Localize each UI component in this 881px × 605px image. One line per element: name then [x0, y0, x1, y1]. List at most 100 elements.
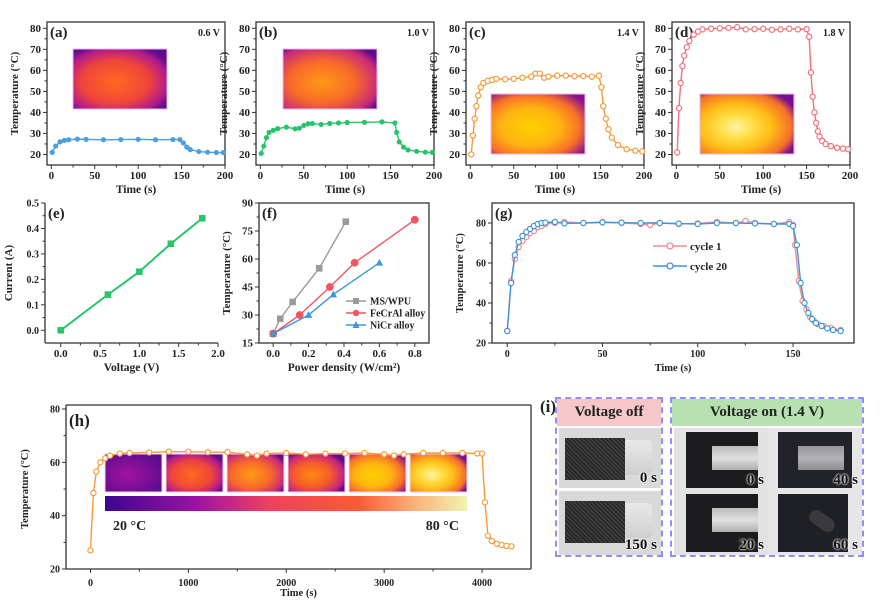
data-point	[269, 329, 277, 337]
data-point	[405, 147, 411, 153]
data-point	[90, 489, 97, 497]
x-tick-label: 0.6	[373, 348, 387, 360]
y-tick-label: 80	[50, 405, 60, 416]
data-point	[837, 327, 844, 335]
data-point	[429, 149, 435, 155]
data-point	[824, 325, 831, 332]
plot-frame	[255, 21, 435, 166]
data-point	[295, 311, 304, 319]
data-point	[185, 448, 192, 455]
data-point	[474, 92, 482, 99]
data-point	[501, 75, 509, 83]
data-point	[74, 136, 80, 142]
data-point	[335, 120, 342, 126]
data-point	[580, 219, 587, 227]
x-tick-label: 0.2	[302, 348, 316, 360]
y-tick-label: 0.1	[27, 300, 40, 311]
y-tick-label: 70	[449, 44, 461, 56]
data-point	[301, 122, 307, 129]
y-axis-label: Temperature (°C)	[634, 51, 646, 135]
data-point	[614, 141, 622, 149]
voltage-annotation: 1.8 V	[823, 28, 846, 39]
data-point	[803, 25, 810, 33]
data-point	[390, 452, 398, 459]
data-point	[602, 115, 609, 122]
data-point	[375, 258, 384, 266]
y-tick-label: 15	[242, 338, 254, 350]
data-point	[571, 73, 578, 80]
data-point	[478, 450, 486, 457]
data-point	[742, 26, 750, 33]
y-tick-label: 0.3	[27, 249, 40, 260]
data-point	[675, 105, 683, 112]
photo-on-60s: 60 s	[768, 490, 862, 555]
thermal-image-inset	[72, 48, 168, 110]
legend-marker	[666, 262, 674, 270]
data-point	[97, 459, 104, 466]
data-point	[770, 220, 778, 228]
data-point	[283, 124, 289, 130]
y-axis-label: Temperature (°C)	[20, 449, 31, 529]
data-point	[801, 299, 808, 307]
data-point	[322, 450, 329, 457]
data-point	[135, 136, 141, 142]
x-tick-label: 1000	[178, 578, 198, 589]
data-point	[198, 214, 206, 222]
data-point	[580, 72, 587, 80]
legend-marker	[353, 298, 359, 304]
photo-time-label: 0 s	[746, 472, 764, 488]
panel-label: (c)	[469, 25, 486, 41]
panel-label: (h)	[69, 411, 90, 430]
legend-label: cycle 1	[690, 241, 721, 253]
y-tick-label: 50	[655, 86, 667, 98]
y-tick-label: 80	[239, 23, 251, 35]
data-point	[732, 219, 740, 227]
x-tick-label: 0.0	[54, 348, 68, 360]
x-tick-label: 150	[592, 170, 609, 182]
data-point	[325, 283, 334, 291]
panel-label: (f)	[262, 206, 277, 222]
data-point	[536, 70, 544, 77]
y-tick-label: 30	[242, 310, 254, 322]
data-point	[793, 241, 801, 249]
x-tick-label: 150	[786, 349, 801, 360]
y-tick-label: 30	[449, 128, 461, 140]
chart-panel-b: 0 50 100 150 200 20 30 40 50 60 70 80 Time (s) Temper…	[218, 21, 443, 196]
series-line-i-v	[60, 217, 203, 332]
plot-frame	[671, 21, 851, 166]
x-tick-label: 4000	[472, 578, 492, 589]
data-point	[66, 137, 72, 143]
data-point	[341, 450, 349, 457]
x-tick-label: 0	[258, 170, 264, 182]
y-tick-label: 80	[655, 23, 667, 35]
data-point	[304, 311, 313, 318]
data-point	[270, 127, 276, 133]
legend-marker	[352, 321, 360, 328]
x-axis-label: Time (s)	[280, 588, 317, 599]
data-point	[106, 452, 114, 459]
data-point	[759, 25, 767, 32]
data-point	[686, 37, 693, 45]
data-point	[253, 452, 261, 459]
data-point	[396, 139, 402, 145]
y-axis-label: Temperature (°C)	[218, 51, 230, 135]
data-point	[812, 119, 820, 127]
x-tick-label: 0.4	[337, 348, 351, 360]
data-point	[361, 119, 368, 125]
legend-label: NiCr alloy	[370, 321, 415, 332]
chart-panel-f: 0.0 0.2 0.4 0.6 0.8 15 30 45 60 75 90 Power density…	[221, 198, 430, 374]
thermal-image-sequence-frame	[348, 453, 407, 493]
y-tick-label: 20	[655, 149, 667, 161]
data-point	[83, 136, 89, 142]
data-point	[266, 129, 272, 136]
data-point	[827, 142, 835, 150]
thermal-image-inset	[490, 93, 586, 155]
data-point	[751, 25, 758, 33]
x-tick-label: 150	[798, 170, 815, 182]
data-point	[488, 537, 496, 545]
voltage-off-title: Voltage off	[557, 399, 661, 426]
photo-off-150s: 150 s	[559, 491, 661, 555]
data-point	[809, 93, 816, 100]
data-point	[394, 129, 400, 136]
